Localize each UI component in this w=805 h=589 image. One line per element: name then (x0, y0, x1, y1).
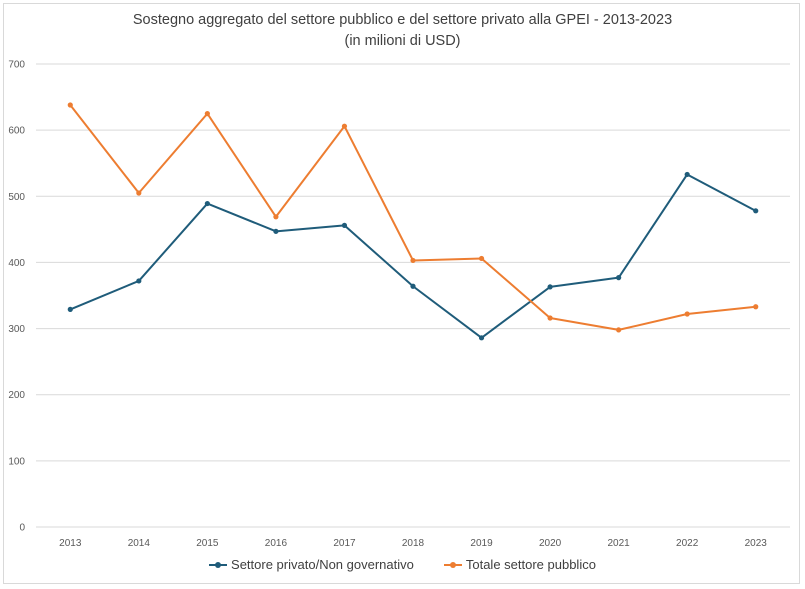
chart-frame (3, 3, 800, 584)
data-point-s1-2021 (616, 327, 622, 333)
series-line-0 (69, 173, 757, 339)
data-point-s1-2020 (547, 315, 553, 321)
y-tick-label: 400 (8, 258, 25, 269)
data-point-s1-2022 (684, 311, 690, 317)
data-point-s0-2017 (341, 222, 348, 228)
data-point-s0-2022 (684, 171, 690, 178)
chart-subtitle: (in milioni di USD) (344, 33, 461, 49)
y-tick-label: 300 (8, 324, 25, 335)
data-point-s1-2015 (204, 111, 210, 117)
legend: Settore privato/Non governativo Totale s… (0, 557, 805, 572)
data-point-s1-2016 (273, 214, 279, 220)
data-point-s1-2023 (753, 304, 759, 310)
x-tick-label: 2021 (608, 538, 631, 549)
x-tick-label: 2015 (196, 538, 219, 549)
x-tick-label: 2022 (676, 538, 699, 549)
series-lines (69, 104, 757, 339)
x-axis-ticks: 2013 2014 2015 2016 2017 2018 2019 2020 2021 2022… (59, 538, 767, 549)
legend-swatch-public (443, 559, 462, 571)
x-tick-label: 2016 (265, 538, 288, 549)
data-point-s0-2015 (204, 200, 210, 207)
y-tick-label: 100 (8, 456, 25, 467)
x-tick-label: 2018 (402, 538, 425, 549)
x-tick-label: 2013 (59, 538, 82, 549)
y-tick-label: 600 (8, 126, 25, 137)
data-point-s1-2013 (67, 102, 73, 108)
data-point-s1-2017 (341, 123, 348, 129)
data-point-s1-2019 (478, 255, 485, 262)
legend-item-public: Totale settore pubblico (443, 557, 596, 572)
gridlines (36, 63, 790, 528)
y-tick-label: 0 (19, 523, 25, 534)
series-points (67, 102, 759, 341)
data-point-s0-2023 (753, 208, 759, 214)
chart-title: Sostegno aggregato del settore pubblico … (132, 12, 673, 28)
y-axis-ticks: 0 100 200 300 400 500 600 700 (8, 60, 25, 534)
x-tick-label: 2020 (539, 538, 562, 549)
y-tick-label: 700 (8, 60, 25, 71)
data-point-s1-2014 (136, 190, 142, 196)
y-tick-label: 200 (8, 390, 25, 401)
data-point-s0-2019 (478, 335, 485, 341)
legend-label-public: Totale settore pubblico (465, 557, 596, 572)
x-tick-label: 2019 (470, 538, 493, 549)
data-point-s0-2021 (616, 275, 622, 281)
data-point-s0-2018 (410, 283, 416, 289)
legend-label-private: Settore privato/Non governativo (231, 557, 414, 572)
legend-swatch-private (209, 559, 228, 571)
x-tick-label: 2017 (333, 538, 356, 549)
legend-item-private: Settore privato/Non governativo (209, 557, 414, 572)
x-tick-label: 2014 (128, 538, 151, 549)
data-point-s0-2020 (547, 284, 553, 290)
data-point-s1-2018 (410, 257, 416, 264)
y-tick-label: 500 (8, 192, 25, 203)
x-tick-label: 2023 (745, 538, 768, 549)
series-line-1 (69, 104, 756, 331)
data-point-s0-2013 (67, 306, 73, 312)
data-point-s0-2014 (136, 278, 142, 284)
data-point-s0-2016 (273, 228, 279, 234)
